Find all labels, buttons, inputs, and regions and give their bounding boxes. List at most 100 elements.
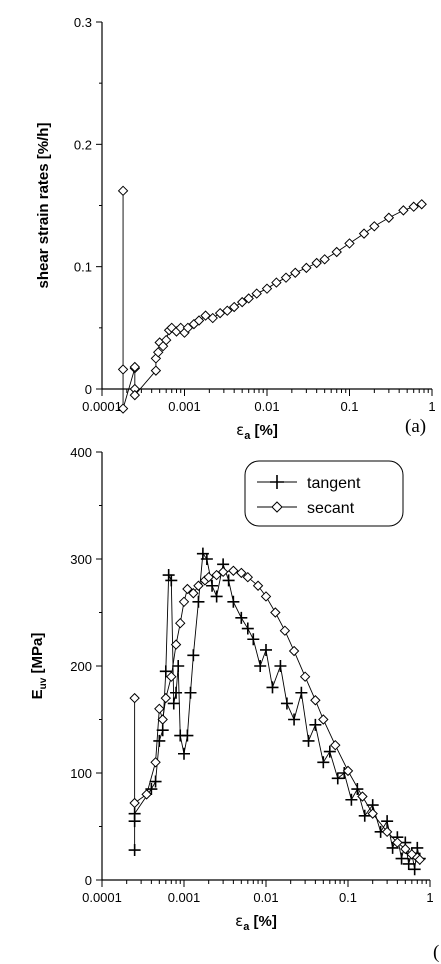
data-point-diamond <box>271 277 282 288</box>
data-point-plus <box>351 783 364 796</box>
y-axis-label: Euv [MPa] <box>29 633 49 700</box>
data-point-diamond <box>261 283 273 294</box>
x-tick-label: 1 <box>428 399 435 414</box>
data-point-diamond <box>203 571 214 583</box>
data-point-diamond <box>288 645 300 657</box>
chart-panel-a: 0 0.1 0.2 0.3 0.0001 0.001 0.01 0.1 1 εa [%] shear… <box>35 15 436 442</box>
data-point-plus <box>402 857 415 870</box>
data-point-plus <box>206 579 219 592</box>
y-tick-label: 400 <box>70 445 92 460</box>
data-point-plus <box>200 553 213 565</box>
data-point-plus <box>408 863 421 876</box>
data-point-diamond <box>344 238 355 249</box>
data-point-diamond <box>150 757 161 768</box>
data-point-plus <box>386 841 399 854</box>
y-tick-label: 0 <box>85 382 92 397</box>
data-point-diamond <box>160 692 172 704</box>
data-point-diamond <box>318 714 329 725</box>
data-point-diamond <box>299 671 311 682</box>
data-point-diamond <box>193 315 205 326</box>
data-point-plus <box>192 595 205 608</box>
data-point-plus <box>274 660 287 672</box>
data-point-diamond <box>188 588 199 599</box>
data-point-plus <box>170 686 183 699</box>
data-point-diamond <box>408 201 419 212</box>
data-point-diamond <box>414 854 425 865</box>
data-point-diamond <box>369 221 380 232</box>
data-point-diamond <box>400 843 411 855</box>
data-point-diamond <box>311 257 322 269</box>
data-point-diamond <box>243 293 254 304</box>
data-point-plus <box>162 569 175 582</box>
data-point-diamond <box>251 288 262 299</box>
data-point-diamond <box>330 739 341 751</box>
legend-label: secant <box>307 500 355 517</box>
data-point-plus <box>227 595 240 608</box>
data-point-diamond <box>280 272 292 283</box>
y-tick-label: 0 <box>85 873 92 888</box>
series-line-data <box>122 190 422 409</box>
data-point-plus <box>184 686 197 699</box>
y-axis-label: shear strain rates [%/h] <box>35 123 52 289</box>
data-point-plus <box>222 574 235 587</box>
data-point-plus <box>178 747 190 760</box>
data-point-plus <box>254 660 267 672</box>
data-point-plus <box>266 681 279 694</box>
data-point-plus <box>187 649 200 662</box>
data-point-diamond <box>117 185 129 197</box>
data-point-diamond <box>178 596 190 608</box>
data-point-plus <box>149 775 162 788</box>
data-point-diamond <box>193 580 204 591</box>
x-tick-label: 0.0001 <box>82 890 122 905</box>
data-point-plus <box>159 665 172 678</box>
data-point-plus <box>145 783 158 796</box>
data-point-diamond <box>217 566 229 578</box>
data-point-plus <box>260 643 272 656</box>
data-point-diamond <box>381 826 393 838</box>
data-point-diamond <box>260 591 272 602</box>
data-point-diamond <box>152 347 164 358</box>
data-point-diamond <box>319 254 330 265</box>
data-point-diamond <box>270 607 281 618</box>
data-point-diamond <box>392 837 403 848</box>
data-point-plus <box>317 756 330 769</box>
data-point-diamond <box>207 312 218 324</box>
data-point-diamond <box>236 296 248 308</box>
data-point-diamond <box>157 714 168 725</box>
data-point-diamond <box>170 639 182 650</box>
data-point-diamond <box>129 389 141 401</box>
data-point-diamond <box>242 571 254 583</box>
data-point-plus <box>302 734 315 747</box>
data-point-diamond <box>310 695 321 706</box>
data-point-plus <box>331 772 344 785</box>
data-point-diamond <box>117 403 129 414</box>
data-point-plus <box>345 793 358 806</box>
data-point-diamond <box>150 365 162 376</box>
data-point-plus <box>167 697 180 710</box>
data-point-diamond <box>383 212 395 223</box>
data-point-diamond <box>129 692 140 704</box>
data-point-diamond <box>367 808 378 819</box>
x-tick-label: 0.001 <box>168 399 201 414</box>
y-tick-label: 0.2 <box>74 137 92 152</box>
data-point-plus <box>309 718 322 731</box>
data-point-diamond <box>160 334 172 346</box>
data-point-diamond <box>117 364 129 375</box>
data-point-plus <box>128 807 141 820</box>
data-point-plus <box>153 734 166 747</box>
x-tick-label: 0.1 <box>340 399 358 414</box>
data-point-plus <box>181 729 194 742</box>
x-tick-label: 1 <box>426 890 433 905</box>
data-point-plus <box>381 815 394 828</box>
x-tick-label: 0.01 <box>254 399 279 414</box>
legend-marker-diamond <box>271 501 283 513</box>
y-tick-label: 0.1 <box>74 260 92 275</box>
data-point-plus <box>210 590 223 603</box>
data-point-diamond <box>154 703 165 715</box>
legend-box <box>244 460 404 527</box>
panel-label: ( <box>433 942 439 963</box>
data-point-diamond <box>129 797 140 809</box>
data-point-plus <box>241 622 254 635</box>
y-tick-label: 200 <box>70 659 92 674</box>
